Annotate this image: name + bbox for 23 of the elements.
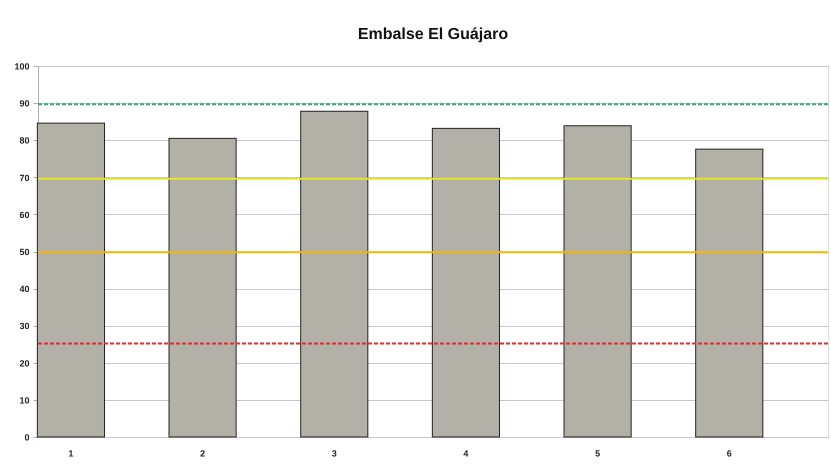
bar: [300, 110, 368, 438]
bar: [432, 128, 500, 438]
x-tick-label: 3: [332, 448, 337, 458]
x-tick-label: 4: [463, 448, 468, 458]
x-tick-label: 2: [200, 448, 206, 458]
y-tick-label: 90: [19, 98, 30, 109]
y-tick-label: 0: [24, 432, 30, 442]
y-tick-label: 30: [19, 321, 30, 332]
chart-title: Embalse El Guájaro: [358, 26, 508, 43]
y-tick-label: 50: [19, 247, 30, 257]
y-tick-label: 80: [19, 136, 30, 146]
x-tick-label: 1: [68, 448, 74, 458]
y-tick-label: 10: [19, 395, 30, 406]
bar: [695, 148, 764, 438]
y-tick-label: 40: [19, 284, 30, 294]
y-tick-label: 70: [19, 172, 30, 183]
x-tick-label: 5: [595, 448, 600, 458]
y-tick-label: 20: [19, 358, 30, 368]
bar: [168, 138, 237, 438]
bar: [564, 125, 632, 438]
y-tick-label: 100: [14, 62, 30, 72]
y-tick-label: 60: [19, 210, 30, 220]
x-tick-label: 6: [726, 448, 732, 458]
